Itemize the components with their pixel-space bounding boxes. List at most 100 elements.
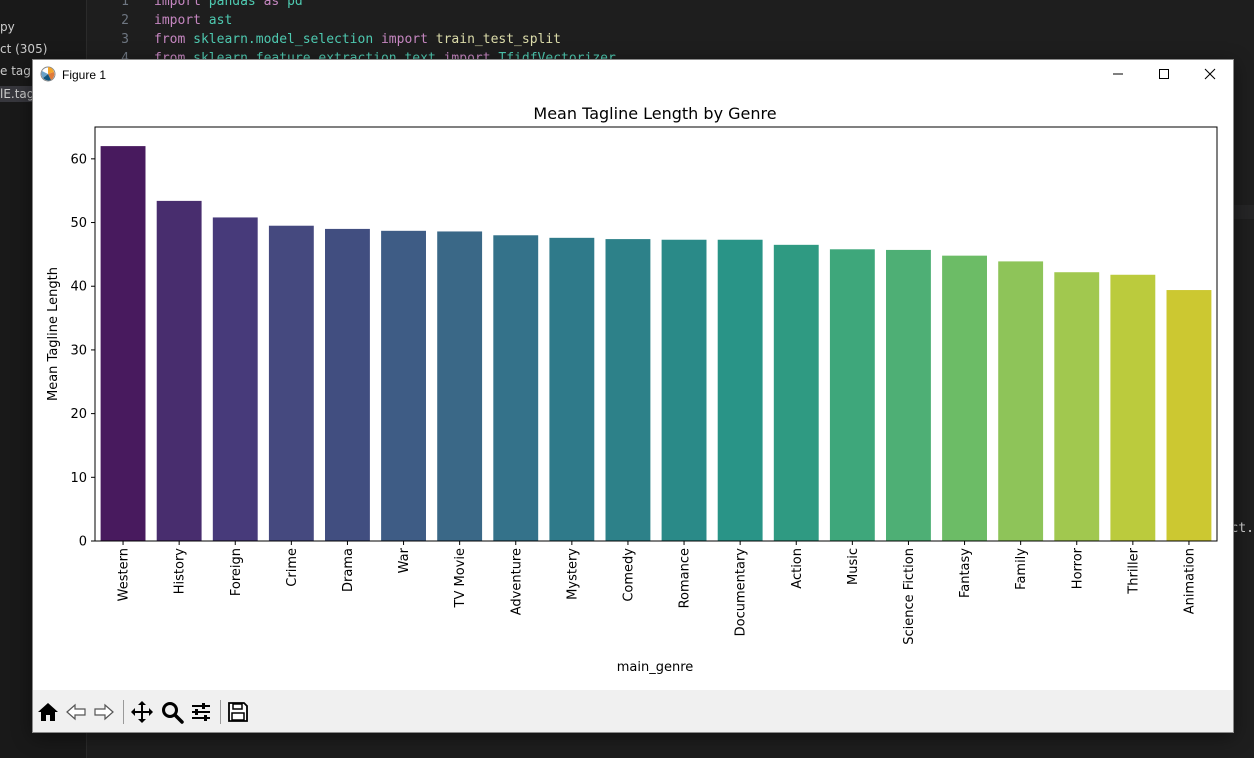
x-axis-label: main_genre	[617, 660, 694, 675]
title-bar[interactable]: Figure 1	[33, 60, 1233, 88]
x-tick-label: Family	[1014, 548, 1029, 590]
x-tick-label: Drama	[341, 548, 356, 592]
code-token	[428, 32, 436, 47]
toolbar-separator	[123, 700, 124, 724]
y-tick-label: 20	[70, 407, 87, 422]
bar-war	[381, 230, 426, 541]
save-button[interactable]	[225, 699, 251, 725]
code-token: as	[263, 0, 280, 9]
home-icon	[38, 703, 58, 721]
x-tick-label: Western	[117, 548, 132, 601]
code-token	[256, 0, 264, 9]
line-number: 2	[121, 13, 129, 28]
close-button[interactable]	[1187, 60, 1233, 88]
x-tick-label: War	[397, 547, 412, 573]
line-number: 3	[121, 32, 129, 47]
save-icon	[228, 702, 248, 722]
bar-romance	[661, 239, 707, 541]
y-tick-label: 50	[70, 216, 87, 231]
forward-button[interactable]	[91, 699, 117, 725]
bar-tv-movie	[437, 231, 483, 541]
navigation-toolbar	[33, 690, 1233, 732]
x-tick-label: Action	[790, 548, 805, 589]
explorer-item-selected[interactable]: lE.tag	[0, 86, 37, 102]
code-token: ast	[208, 13, 233, 28]
bar-drama	[325, 228, 370, 541]
toolbar-separator	[220, 700, 221, 724]
configure-subplots-button[interactable]	[188, 699, 214, 725]
line-number: 1	[121, 0, 129, 9]
axes-frame	[94, 126, 1218, 542]
code-token	[185, 32, 193, 47]
bar-action	[773, 244, 819, 542]
explorer-item[interactable]: ct (305)	[0, 42, 48, 56]
bar-family	[998, 261, 1044, 541]
bar-mystery	[549, 237, 595, 541]
x-tick-label: History	[173, 548, 188, 595]
forward-icon	[94, 703, 114, 721]
editor-scroll-marker	[1232, 205, 1254, 219]
minimize-button[interactable]	[1095, 60, 1141, 88]
code-token	[279, 0, 287, 9]
bar-fantasy	[942, 255, 987, 542]
code-token: pandas	[208, 0, 256, 9]
y-tick-label: 0	[79, 535, 87, 550]
bar-horror	[1054, 272, 1100, 541]
code-token	[373, 32, 381, 47]
explorer-item[interactable]: e tagl	[0, 64, 35, 78]
x-tick-label: Documentary	[734, 548, 749, 637]
code-line: 3 from sklearn.model_selection import tra…	[87, 32, 561, 51]
code-token: pd	[287, 0, 303, 9]
zoom-icon	[162, 702, 184, 724]
bar-documentary	[717, 239, 763, 541]
bar-comedy	[605, 239, 651, 542]
close-icon	[1204, 68, 1216, 80]
matplotlib-icon	[40, 66, 56, 82]
bar-crime	[268, 225, 314, 541]
pan-icon	[131, 701, 153, 723]
y-axis-label: Mean Tagline Length	[46, 267, 61, 401]
line-number: 4	[87, 51, 129, 66]
code-token: import	[154, 0, 201, 9]
home-button[interactable]	[35, 699, 61, 725]
x-tick-label: Science Fiction	[902, 548, 917, 645]
figure-window: Figure 1 Mean Tagline Length by Genre 0 1…	[32, 59, 1234, 733]
x-tick-label: Adventure	[509, 548, 524, 615]
code-token: from	[154, 32, 186, 47]
bar-chart: Mean Tagline Length by Genre 0 10 20 30 40 50…	[46, 104, 1218, 675]
minimize-icon	[1113, 73, 1123, 75]
x-tick-label: Comedy	[621, 548, 636, 602]
x-tick-label: Fantasy	[958, 548, 973, 598]
maximize-icon	[1159, 69, 1169, 79]
y-tick-label: 40	[70, 280, 87, 295]
x-tick-label: Horror	[1070, 547, 1085, 589]
y-tick-label: 30	[70, 343, 87, 358]
bar-science-fiction	[886, 249, 931, 541]
code-line: 1 import pandas as pd	[87, 0, 303, 13]
chart-title: Mean Tagline Length by Genre	[533, 104, 776, 123]
bar-history	[156, 200, 202, 541]
x-tick-label: Mystery	[565, 548, 580, 600]
plot-canvas[interactable]: Mean Tagline Length by Genre 0 10 20 30 40 50…	[33, 88, 1233, 690]
y-tick-label: 10	[70, 471, 87, 486]
zoom-button[interactable]	[159, 699, 185, 725]
code-line: 2 import ast	[87, 13, 232, 32]
pan-button[interactable]	[129, 699, 155, 725]
maximize-button[interactable]	[1141, 60, 1187, 88]
code-token: train_test_split	[435, 32, 562, 47]
bar-animation	[1166, 290, 1212, 541]
back-button[interactable]	[63, 699, 89, 725]
bar-adventure	[493, 235, 539, 541]
x-tick-label: Foreign	[229, 548, 244, 596]
back-icon	[66, 703, 86, 721]
bar-western	[100, 146, 146, 541]
code-token: sklearn.model_selection	[193, 32, 374, 47]
code-token: import	[380, 32, 428, 47]
explorer-item[interactable]: py	[0, 20, 15, 34]
y-tick-label: 60	[70, 152, 87, 167]
x-tick-label: Thriller	[1126, 547, 1141, 594]
background-text: ct.	[1230, 521, 1254, 536]
window-title: Figure 1	[62, 68, 107, 82]
x-tick-label: Romance	[678, 548, 693, 608]
code-token: import	[154, 13, 201, 28]
